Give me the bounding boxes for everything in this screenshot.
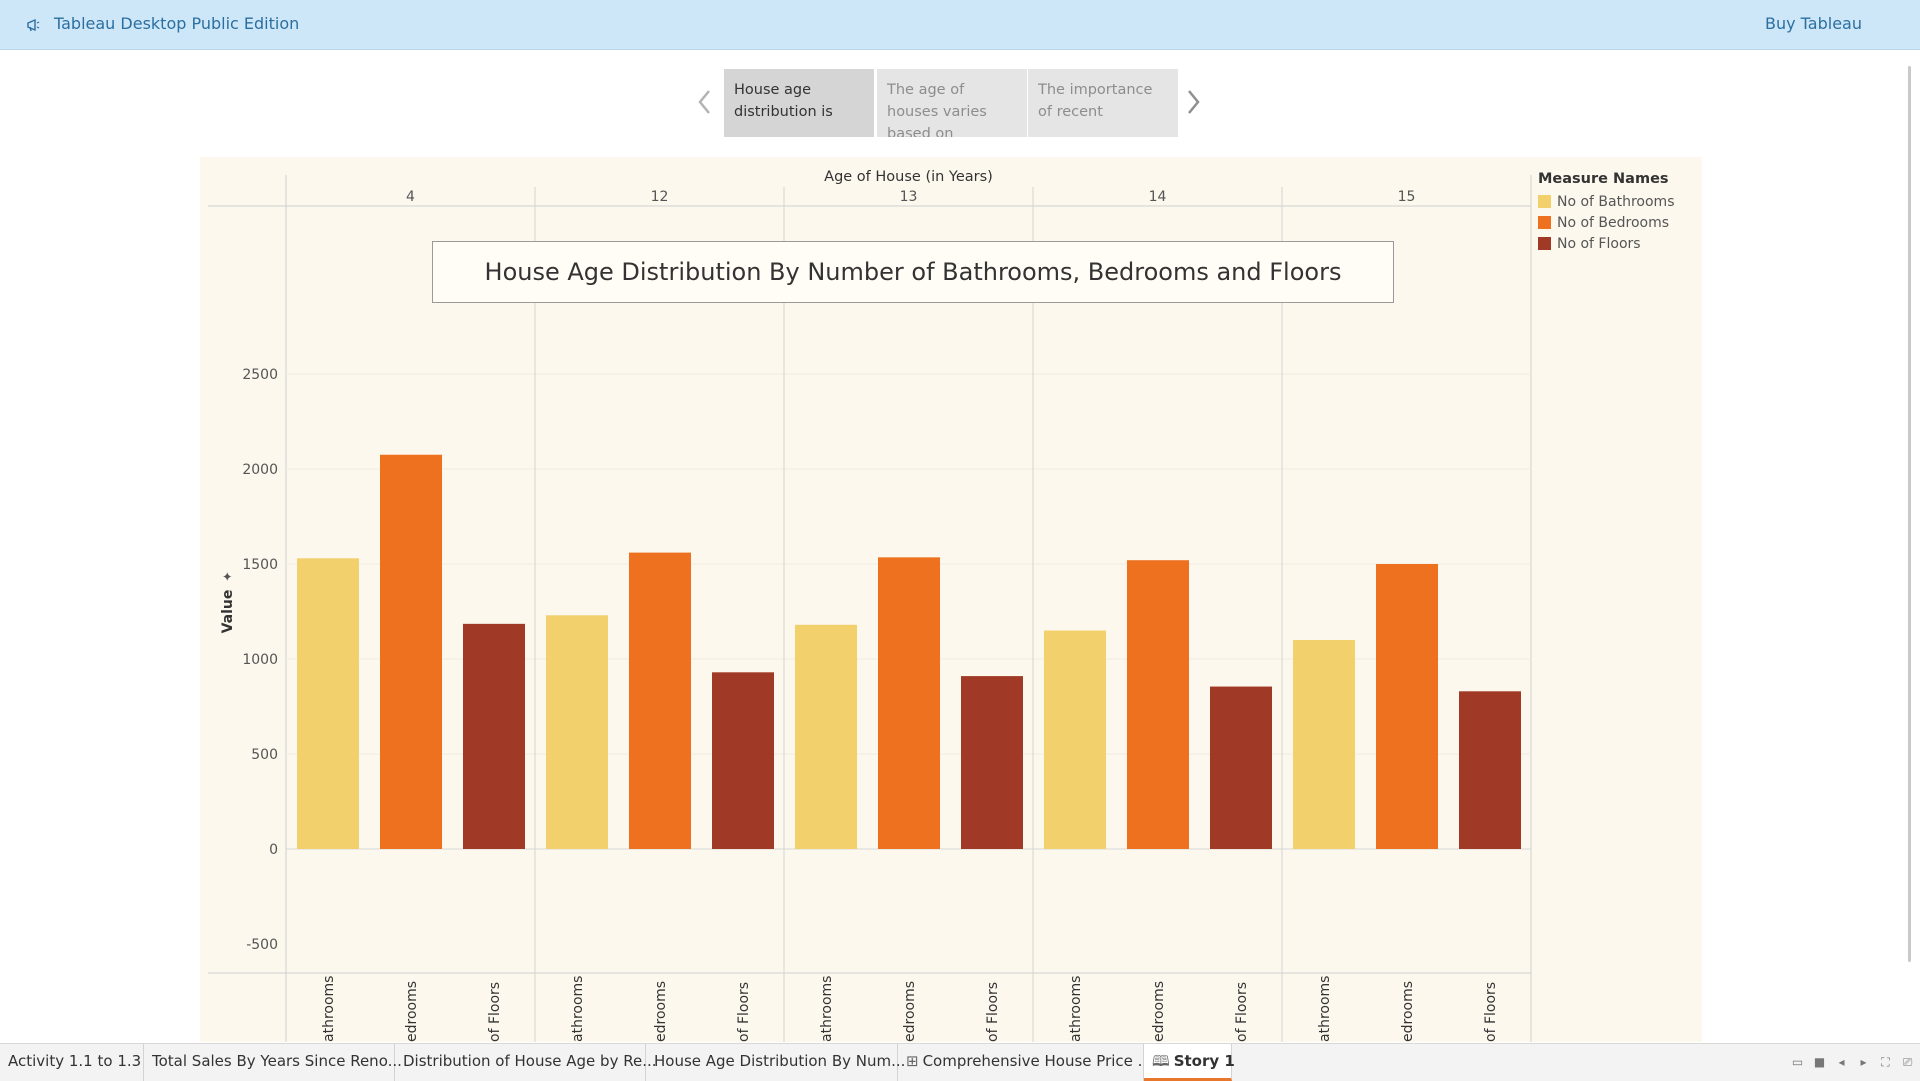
bar-no-of-bathrooms [1293, 640, 1355, 849]
y-tick-label: 1500 [242, 557, 278, 573]
tab-label: Activity 1.1 to 1.3 [8, 1052, 142, 1070]
legend-item-bedrooms[interactable]: No of Bedrooms [1538, 212, 1698, 233]
app-title: Tableau Desktop Public Edition [54, 14, 300, 33]
dashboard-icon: ⊞ [906, 1052, 919, 1070]
tab-activity[interactable]: Activity 1.1 to 1.3 [0, 1044, 144, 1081]
bar-category-label: of Floors [1234, 982, 1250, 1042]
bar-no-of-bedrooms [1127, 560, 1189, 849]
legend-item-floors[interactable]: No of Floors [1538, 233, 1698, 254]
chevron-left-icon[interactable] [695, 87, 715, 117]
bar-category-label: of Floors [487, 982, 503, 1042]
y-tick-label: 1000 [242, 652, 278, 668]
megaphone-icon [27, 18, 40, 32]
show-filmstrip-icon[interactable]: ▭ [1791, 1055, 1804, 1069]
sheet-tab-bar: Activity 1.1 to 1.3 Total Sales By Years… [0, 1043, 1920, 1081]
bar-category-label: edrooms [404, 981, 420, 1042]
story-point-3[interactable]: The importance of recent [1028, 69, 1178, 137]
legend-item-bathrooms[interactable]: No of Bathrooms [1538, 191, 1698, 212]
show-tabs-icon[interactable]: ■ [1813, 1055, 1826, 1069]
bar-category-label: edrooms [1151, 981, 1167, 1042]
story-icon: 🕮 [1152, 1052, 1170, 1070]
bar-category-label: edrooms [1400, 981, 1416, 1042]
pin-icon: ✦ [221, 571, 236, 582]
legend: Measure Names No of Bathrooms No of Bedr… [1538, 171, 1698, 254]
bar-no-of-floors [1210, 686, 1272, 849]
legend-label: No of Bathrooms [1557, 193, 1675, 210]
tab-distribution-house-age[interactable]: Distribution of House Age by Re... [395, 1044, 657, 1081]
bar-no-of-bedrooms [878, 557, 940, 849]
tab-label: Distribution of House Age by Re... [403, 1052, 657, 1070]
group-label: 15 [1398, 189, 1416, 205]
tab-label: Comprehensive House Price ... [922, 1052, 1152, 1070]
legend-swatch [1538, 216, 1551, 229]
tab-scroll-right-icon[interactable]: ▸ [1860, 1055, 1867, 1069]
bar-no-of-bathrooms [546, 615, 608, 849]
y-axis-title: Value [220, 590, 236, 634]
group-label: 13 [900, 189, 918, 205]
tab-label: Story 1 [1173, 1052, 1235, 1070]
bar-no-of-bathrooms [795, 624, 857, 849]
top-bar: Tableau Desktop Public Edition Buy Table… [0, 0, 1920, 50]
bar-no-of-bathrooms [297, 558, 359, 849]
dashboard-sheet: 2500 2000 1500 1000 500 0 -500 Value ✦ Age of Hou… [200, 157, 1702, 1042]
bar-category-label: of Floors [1483, 982, 1499, 1042]
legend-title: Measure Names [1538, 171, 1669, 187]
fullscreen-icon[interactable]: ⛶ [1881, 1055, 1890, 1069]
bar-category-label: edrooms [653, 981, 669, 1042]
bar-no-of-bedrooms [629, 552, 691, 849]
chart-title: House Age Distribution By Number of Bath… [432, 241, 1394, 303]
legend-swatch [1538, 237, 1551, 250]
bar-category-label: edrooms [902, 981, 918, 1042]
tab-label: Total Sales By Years Since Reno... [152, 1052, 402, 1070]
bar-category-label: of Floors [985, 982, 1001, 1042]
bar-category-label: athrooms [1317, 976, 1333, 1042]
legend-label: No of Floors [1557, 235, 1641, 252]
bar-no-of-floors [961, 676, 1023, 849]
bar-category-label: athrooms [570, 976, 586, 1042]
presentation-mode-icon[interactable]: ⎚ [1902, 1055, 1913, 1069]
tab-story-1[interactable]: 🕮 Story 1 [1144, 1044, 1235, 1081]
bar-category-label: athrooms [321, 976, 337, 1042]
bar-category-label: of Floors [736, 982, 752, 1042]
bar-no-of-bathrooms [1044, 630, 1106, 849]
bar-no-of-floors [463, 623, 525, 849]
bar-no-of-floors [712, 672, 774, 849]
tab-tools: ▭ ■ ◂ ▸ ⛶ ⎚ [1791, 1056, 1914, 1069]
buy-tableau-link[interactable]: Buy Tableau [1765, 14, 1862, 33]
bar-category-label: athrooms [1068, 976, 1084, 1042]
story-point-1[interactable]: House age distribution is [724, 69, 874, 137]
y-tick-label: 500 [251, 747, 278, 763]
y-tick-label: 0 [269, 842, 278, 858]
group-label: 14 [1149, 189, 1167, 205]
legend-label: No of Bedrooms [1557, 214, 1670, 231]
tab-scroll-left-icon[interactable]: ◂ [1838, 1055, 1845, 1069]
y-tick-label: -500 [246, 937, 278, 953]
y-tick-label: 2000 [242, 462, 278, 478]
tab-comprehensive-house-price[interactable]: ⊞ Comprehensive House Price ... [898, 1044, 1152, 1081]
group-label: 4 [406, 189, 415, 205]
legend-swatch [1538, 195, 1551, 208]
vertical-scrollbar[interactable] [1908, 66, 1911, 962]
tab-house-age-distribution[interactable]: House Age Distribution By Num... [646, 1044, 905, 1081]
tab-label: House Age Distribution By Num... [654, 1052, 906, 1070]
column-header-title: Age of House (in Years) [824, 169, 993, 185]
story-point-2[interactable]: The age of houses varies based on [877, 69, 1027, 137]
chevron-right-icon[interactable] [1183, 87, 1203, 117]
y-tick-label: 2500 [242, 367, 278, 383]
tab-total-sales[interactable]: Total Sales By Years Since Reno... [144, 1044, 402, 1081]
group-label: 12 [651, 189, 669, 205]
bar-no-of-floors [1459, 691, 1521, 849]
bar-no-of-bedrooms [380, 454, 442, 849]
bar-chart: 2500 2000 1500 1000 500 0 -500 Value ✦ Age of Hou… [208, 169, 1532, 1042]
bar-category-label: athrooms [819, 976, 835, 1042]
bar-no-of-bedrooms [1376, 564, 1438, 849]
